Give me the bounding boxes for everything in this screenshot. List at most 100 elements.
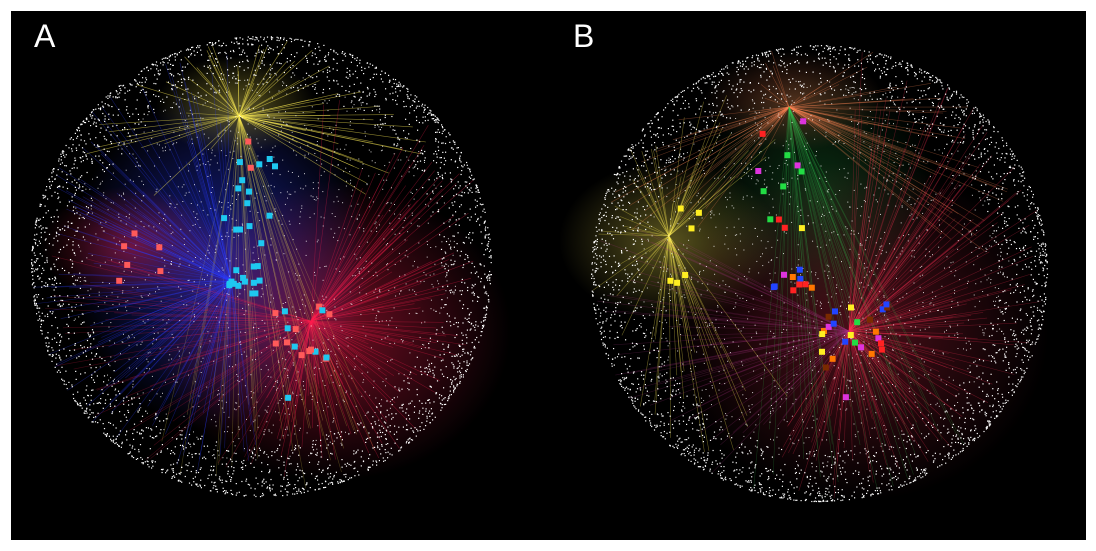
graph-node xyxy=(308,346,314,353)
glow-region xyxy=(156,56,316,156)
graph-node xyxy=(819,348,825,355)
graph-node xyxy=(131,230,138,237)
graph-node xyxy=(245,138,252,145)
graph-node xyxy=(326,311,333,318)
panel-a: A xyxy=(11,11,548,540)
network-graph-a xyxy=(31,36,511,498)
graph-node xyxy=(281,308,288,315)
graph-node xyxy=(878,340,884,347)
nodes xyxy=(667,118,891,401)
graph-node xyxy=(884,304,891,311)
graph-node xyxy=(316,303,323,310)
graph-node xyxy=(266,156,273,162)
graph-node xyxy=(800,118,807,125)
graph-node xyxy=(235,185,242,192)
panel-b-label: B xyxy=(573,18,595,54)
graph-node xyxy=(312,348,319,355)
graph-node xyxy=(760,188,767,195)
graph-node xyxy=(832,308,838,315)
graph-node xyxy=(233,267,240,274)
graph-node xyxy=(157,268,164,275)
graph-node xyxy=(244,200,251,207)
graph-node xyxy=(121,243,128,250)
graph-node xyxy=(682,272,689,278)
graph-node xyxy=(258,240,265,247)
graph-node xyxy=(775,216,782,223)
graph-node xyxy=(883,301,890,308)
graph-node xyxy=(236,159,243,166)
graph-node xyxy=(854,319,861,326)
graph-node xyxy=(250,263,257,270)
graph-node xyxy=(272,310,279,317)
graph-node xyxy=(285,394,292,401)
glow-region xyxy=(669,161,1049,501)
graph-node xyxy=(237,226,243,233)
graph-node xyxy=(868,350,875,357)
graph-node xyxy=(759,130,766,137)
graph-node xyxy=(767,216,774,223)
graph-node xyxy=(695,209,702,216)
graph-node xyxy=(830,320,837,327)
graph-node xyxy=(323,354,330,361)
panel-b: B xyxy=(549,11,1086,540)
graph-node xyxy=(796,266,803,273)
graph-node xyxy=(319,307,326,314)
graph-node xyxy=(755,168,762,174)
graph-node xyxy=(256,161,263,168)
panel-a-label: A xyxy=(34,18,56,54)
graph-node xyxy=(228,278,235,285)
graph-node xyxy=(875,335,882,342)
graph-node xyxy=(797,276,804,282)
graph-node xyxy=(821,328,827,334)
graph-node xyxy=(848,304,854,311)
graph-node xyxy=(829,355,836,362)
graph-node xyxy=(247,164,254,171)
graph-node xyxy=(156,244,163,251)
graph-node xyxy=(284,325,291,332)
graph-node xyxy=(116,277,123,284)
network-graph-b xyxy=(559,45,1049,503)
graph-node xyxy=(825,313,832,320)
graph-node xyxy=(802,281,809,288)
graph-node xyxy=(249,290,256,297)
graph-node xyxy=(250,279,257,286)
graph-node xyxy=(246,188,252,195)
graph-node xyxy=(794,162,801,169)
graph-node xyxy=(266,212,273,219)
graph-node xyxy=(784,152,791,159)
graph-node xyxy=(789,274,796,280)
glow-region xyxy=(151,181,511,481)
graph-node xyxy=(272,340,279,347)
graph-node xyxy=(858,344,864,351)
points xyxy=(31,36,492,498)
graph-node xyxy=(770,284,777,291)
glow-region xyxy=(41,186,221,306)
graph-node xyxy=(256,277,263,284)
graph-node xyxy=(246,223,253,230)
graph-node xyxy=(790,287,797,294)
figure-frame: A B xyxy=(11,11,1086,540)
graph-node xyxy=(852,339,858,346)
graph-node xyxy=(284,339,290,346)
graph-node xyxy=(667,277,674,284)
graph-node xyxy=(781,224,788,231)
graph-node xyxy=(235,282,242,289)
nodes xyxy=(116,138,333,401)
graph-node xyxy=(272,163,278,170)
graph-node xyxy=(677,205,684,212)
graph-node xyxy=(254,263,261,270)
graph-node xyxy=(239,177,246,184)
graph-node xyxy=(221,215,228,222)
graph-node xyxy=(781,271,787,278)
graph-node xyxy=(879,306,886,313)
graph-node xyxy=(252,290,259,297)
graph-node xyxy=(872,328,879,335)
graph-node xyxy=(233,226,240,233)
graph-node xyxy=(825,323,832,330)
graph-node xyxy=(867,316,873,323)
graph-node xyxy=(292,326,299,333)
graph-node xyxy=(291,343,298,350)
graph-node xyxy=(842,394,849,401)
graph-node xyxy=(842,338,849,345)
graph-node xyxy=(240,274,247,281)
